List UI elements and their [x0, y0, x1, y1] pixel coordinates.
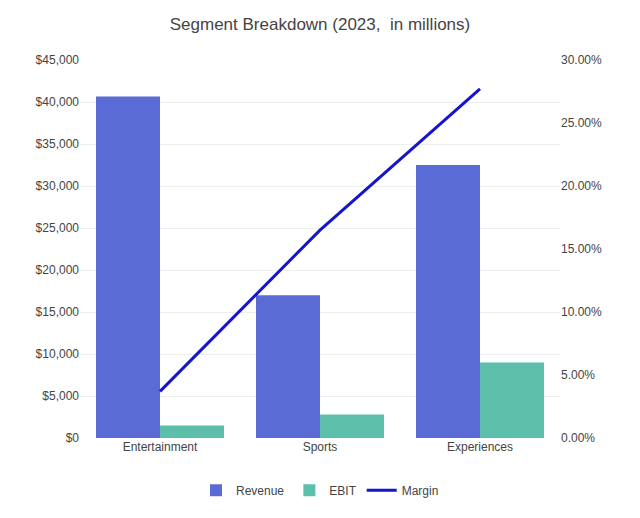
- svg-text:$25,000: $25,000: [36, 221, 80, 235]
- svg-text:EBIT: EBIT: [329, 484, 356, 498]
- svg-text:25.00%: 25.00%: [561, 116, 602, 130]
- svg-text:$0: $0: [66, 431, 80, 445]
- svg-text:Segment Breakdown (2023, in m: Segment Breakdown (2023, in millions): [170, 15, 470, 34]
- svg-text:30.00%: 30.00%: [561, 53, 602, 67]
- svg-text:$5,000: $5,000: [42, 389, 79, 403]
- svg-text:20.00%: 20.00%: [561, 179, 602, 193]
- svg-text:Margin: Margin: [402, 484, 439, 498]
- svg-text:$20,000: $20,000: [36, 263, 80, 277]
- svg-text:$15,000: $15,000: [36, 305, 80, 319]
- svg-text:$10,000: $10,000: [36, 347, 80, 361]
- svg-text:$40,000: $40,000: [36, 95, 80, 109]
- svg-text:5.00%: 5.00%: [561, 368, 595, 382]
- svg-text:0.00%: 0.00%: [561, 431, 595, 445]
- svg-text:Entertainment: Entertainment: [123, 440, 198, 454]
- svg-text:Sports: Sports: [303, 440, 338, 454]
- svg-text:15.00%: 15.00%: [561, 242, 602, 256]
- svg-text:Revenue: Revenue: [236, 484, 284, 498]
- svg-text:$45,000: $45,000: [36, 53, 80, 67]
- svg-text:Experiences: Experiences: [447, 440, 513, 454]
- svg-text:10.00%: 10.00%: [561, 305, 602, 319]
- svg-text:$30,000: $30,000: [36, 179, 80, 193]
- svg-text:$35,000: $35,000: [36, 137, 80, 151]
